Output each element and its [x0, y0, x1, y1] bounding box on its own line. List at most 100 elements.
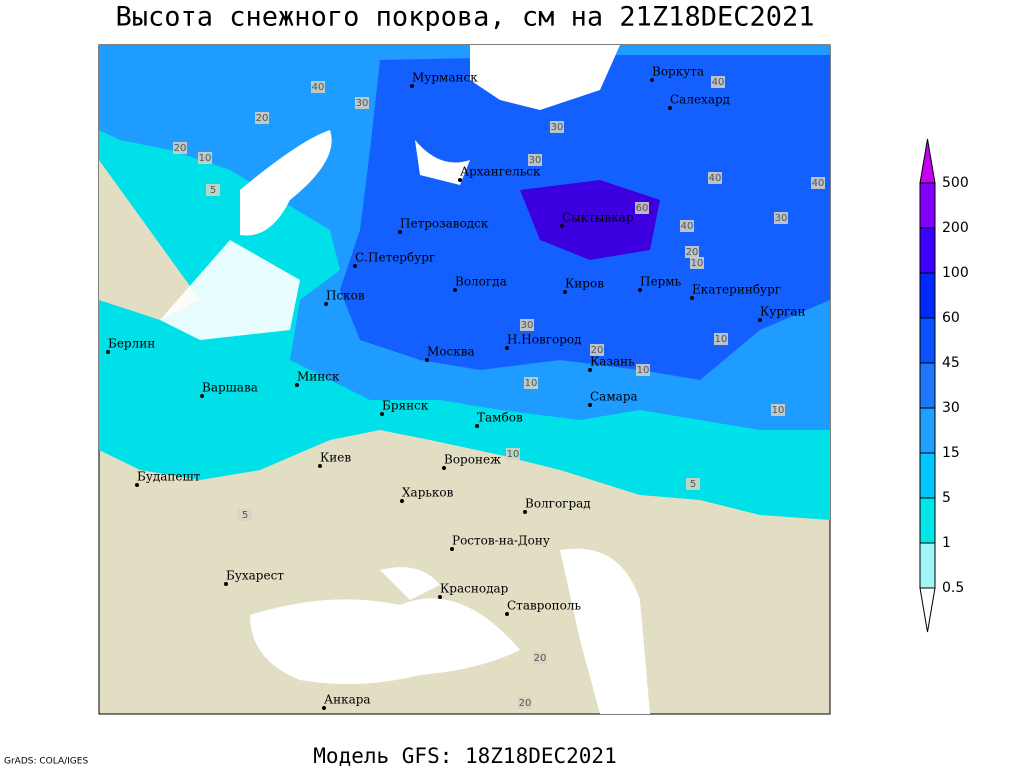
model-caption: Модель GFS: 18Z18DEC2021: [313, 744, 616, 768]
city-dot: [400, 499, 404, 503]
city-dot: [638, 288, 642, 292]
contour-label: 40: [709, 173, 722, 184]
contour-label: 10: [715, 334, 728, 345]
contour-label-box: [774, 212, 788, 224]
city-label: Салехард: [670, 93, 730, 107]
city-dot: [425, 358, 429, 362]
contour-label: 40: [681, 221, 694, 232]
city-dot: [458, 178, 462, 182]
city-label: Минск: [297, 370, 340, 384]
city-dot: [690, 296, 694, 300]
colorbar-band: [919, 362, 936, 409]
city-label: Тамбов: [477, 411, 523, 425]
contour-label: 10: [507, 449, 520, 460]
city-label: Ростов-на-Дону: [452, 534, 550, 548]
contour-label: 10: [691, 258, 704, 269]
contour-label: 30: [551, 122, 564, 133]
contour-label-box: [635, 202, 649, 214]
city-dot: [560, 224, 564, 228]
sea: [240, 130, 332, 236]
sea: [415, 140, 470, 185]
contour-label-box: [708, 172, 722, 184]
contour-label: 30: [775, 213, 788, 224]
colorbar-arrow-top: [919, 138, 936, 184]
contour-label: 40: [312, 82, 325, 93]
city-label: Киров: [565, 277, 604, 291]
city-dot: [442, 466, 446, 470]
contour-label: 10: [525, 378, 538, 389]
sea: [160, 240, 300, 340]
contour-label: 20: [686, 247, 699, 258]
contour-label-box: [173, 142, 187, 154]
city-dot: [322, 706, 326, 710]
map: [98, 44, 831, 715]
contour-label-box: [686, 478, 700, 490]
contour-label-box: [506, 448, 520, 460]
city-dot: [505, 346, 509, 350]
city-label: Берлин: [108, 337, 155, 351]
contour-label: 5: [690, 479, 696, 490]
city-dot: [106, 350, 110, 354]
credit: GrADS: COLA/IGES: [4, 757, 88, 767]
city-dot: [588, 368, 592, 372]
colorbar-band: [919, 407, 936, 454]
colorbar-band: [919, 452, 936, 499]
city-label: Воркута: [652, 65, 704, 79]
city-label: Краснодар: [440, 582, 509, 596]
contour-label: 5: [242, 510, 248, 521]
contour-label-box: [524, 377, 538, 389]
sea: [380, 567, 440, 600]
city-label: Курган: [760, 305, 805, 319]
contour-label-box: [198, 152, 212, 164]
city-dot: [224, 582, 228, 586]
city-dot: [758, 318, 762, 322]
colorbar-band: [919, 272, 936, 319]
city-dot: [475, 424, 479, 428]
contour-label-box: [590, 344, 604, 356]
city-dot: [588, 403, 592, 407]
contour-label-box: [255, 112, 269, 124]
colorbar-label: 45: [942, 355, 960, 371]
city-dot: [135, 483, 139, 487]
contour-label: 20: [256, 113, 269, 124]
contour-label: 30: [529, 155, 542, 166]
city-label: Харьков: [402, 486, 454, 500]
snow-max: [520, 180, 660, 260]
contour-label-box: [520, 319, 534, 331]
sea: [250, 598, 520, 684]
city-dot: [453, 288, 457, 292]
colorbar-label: 200: [942, 220, 969, 236]
city-label: С.Петербург: [355, 251, 435, 265]
contour-label: 20: [519, 698, 532, 709]
colorbar-arrow-bottom: [919, 587, 936, 633]
city-dot: [324, 302, 328, 306]
contour-label: 40: [812, 178, 825, 189]
city-dot: [200, 394, 204, 398]
title: Высота снежного покрова, см на 21Z18DEC2…: [116, 2, 815, 33]
city-labels: Мурманск Воркута Салехард Архангельск Петроз…: [106, 65, 805, 710]
city-dot: [380, 412, 384, 416]
contour-label-box: [206, 184, 220, 196]
contour-label-box: [550, 121, 564, 133]
city-label: Архангельск: [460, 165, 541, 179]
contour-label: 20: [591, 345, 604, 356]
contour-label: 30: [521, 320, 534, 331]
contour-label-box: [238, 509, 252, 521]
contour-label: 20: [174, 143, 187, 154]
city-label: Петрозаводск: [400, 217, 489, 231]
contour-label: 5: [210, 185, 216, 196]
colorbar-label: 100: [942, 265, 969, 281]
city-label: Мурманск: [412, 71, 478, 85]
city-dot: [505, 612, 509, 616]
colorbar-label: 500: [942, 175, 969, 191]
city-label: Москва: [427, 345, 475, 359]
city-dot: [353, 264, 357, 268]
city-label: Брянск: [382, 399, 429, 413]
city-dot: [295, 383, 299, 387]
contour-label-box: [528, 154, 542, 166]
contour-label: 10: [199, 153, 212, 164]
sea: [470, 45, 620, 110]
contour-label-box: [711, 76, 725, 88]
